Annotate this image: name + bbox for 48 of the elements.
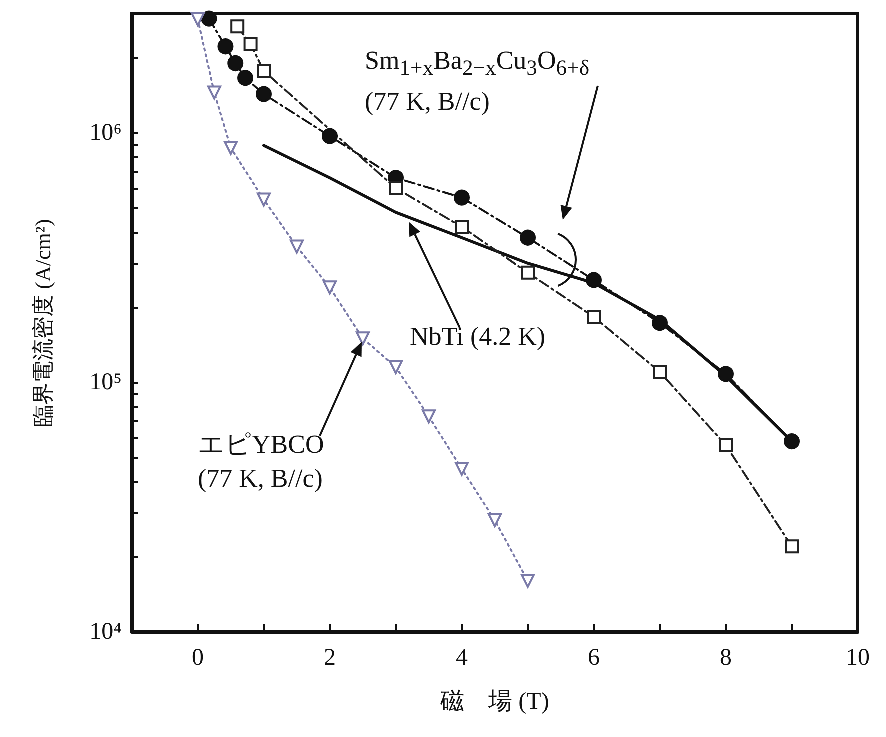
point — [356, 332, 370, 346]
annotation: NbTi (4.2 K) — [410, 321, 546, 353]
point — [586, 272, 602, 288]
point — [784, 434, 800, 450]
text: Sm$_{1+x}$Ba$_{2−x}$Cu$_{3}$O$_{6+δ}$ (77 K, B//c) — [365, 46, 590, 116]
point — [488, 513, 502, 528]
annotation: エピYBCO (77 K, B//c) — [198, 429, 324, 495]
point — [587, 310, 601, 324]
point — [719, 438, 733, 452]
x-tick-label: 10 — [846, 645, 870, 671]
point — [323, 280, 337, 295]
point — [230, 20, 245, 34]
x-tick-label: 2 — [324, 645, 336, 671]
point — [208, 86, 222, 100]
point — [257, 64, 271, 78]
point — [652, 315, 668, 332]
point — [455, 462, 469, 476]
point — [389, 360, 403, 374]
x-tick-label: 8 — [720, 645, 732, 671]
point — [238, 70, 254, 86]
y-tick-label: 10⁴ — [90, 619, 122, 645]
y-tick-label: 10⁶ — [90, 120, 122, 146]
point — [785, 540, 799, 554]
point — [191, 12, 205, 27]
point — [422, 410, 436, 424]
point — [322, 128, 338, 144]
point — [228, 55, 244, 72]
y-axis-title: 臨界電流密度 (A/cm²) — [30, 219, 56, 427]
point — [454, 190, 470, 206]
point — [520, 230, 536, 246]
x-tick-label: 6 — [588, 645, 600, 671]
point — [256, 86, 272, 102]
point — [521, 574, 535, 588]
y-tick-label: 10⁵ — [90, 370, 122, 396]
point — [653, 365, 667, 380]
point — [389, 181, 403, 196]
x-tick-label: 4 — [456, 645, 468, 671]
point — [218, 38, 234, 55]
x-axis-title: 磁 場 (T) — [440, 689, 550, 715]
point — [224, 141, 238, 156]
point — [244, 37, 258, 52]
point — [521, 266, 535, 280]
x-tick-label: 0 — [192, 645, 204, 671]
point — [201, 10, 218, 27]
point — [455, 220, 469, 234]
point — [290, 240, 304, 254]
point — [257, 192, 271, 207]
point — [718, 366, 734, 382]
